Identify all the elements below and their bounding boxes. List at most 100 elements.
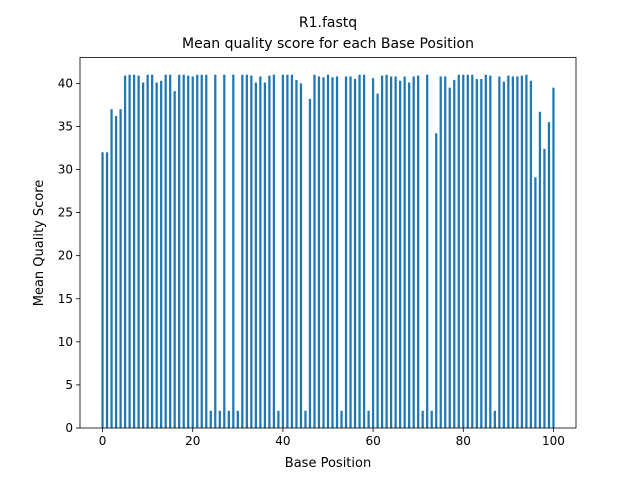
bar <box>543 148 546 428</box>
bar <box>507 75 510 429</box>
bar <box>421 410 424 428</box>
x-tick-label: 80 <box>456 434 471 448</box>
bar <box>399 80 402 429</box>
bar <box>187 75 190 429</box>
bar <box>471 74 474 429</box>
bar <box>435 133 438 429</box>
bar <box>169 74 172 429</box>
bar <box>164 74 167 429</box>
bar <box>453 79 456 428</box>
bar <box>353 79 357 428</box>
bar <box>547 122 551 428</box>
bar <box>299 83 303 428</box>
bar <box>232 74 235 429</box>
bar <box>390 76 393 428</box>
bar <box>259 76 262 428</box>
bar <box>191 76 194 428</box>
bar <box>457 74 460 429</box>
bar <box>331 77 334 428</box>
bar <box>286 74 289 429</box>
bar <box>241 74 244 429</box>
bar <box>236 410 239 428</box>
bar <box>426 74 429 429</box>
bar <box>335 76 339 428</box>
bar <box>480 79 483 428</box>
bar <box>160 80 163 429</box>
x-tick-label: 20 <box>185 434 200 448</box>
bar <box>529 80 533 429</box>
bar <box>326 74 330 429</box>
bar <box>209 410 212 428</box>
bar <box>151 74 154 429</box>
bar <box>371 78 375 428</box>
y-tick-label: 35 <box>58 119 73 133</box>
bar <box>412 76 415 428</box>
bar <box>196 74 199 429</box>
y-tick-label: 40 <box>58 76 73 90</box>
bar <box>349 76 352 428</box>
y-axis-label: Mean Quality Score <box>32 180 47 307</box>
bar <box>322 77 325 428</box>
x-tick-label: 60 <box>365 434 380 448</box>
bar <box>205 74 208 429</box>
bar <box>110 109 113 428</box>
bar <box>132 74 136 429</box>
bar <box>223 74 226 429</box>
bar <box>498 76 501 428</box>
y-tick-label: 10 <box>58 335 73 349</box>
bar <box>119 109 122 428</box>
bar <box>137 75 140 429</box>
bar <box>173 91 176 428</box>
bar <box>408 82 411 428</box>
bar <box>340 410 343 428</box>
bar <box>272 74 276 429</box>
bar <box>466 74 469 429</box>
bar <box>417 75 420 429</box>
bar <box>182 74 185 429</box>
bar <box>344 76 348 428</box>
bar <box>128 74 131 429</box>
chart-subtitle: Mean quality score for each Base Positio… <box>182 36 474 52</box>
bar <box>475 79 478 428</box>
bar <box>200 74 203 429</box>
bar <box>525 74 528 429</box>
plot-frame <box>79 57 577 429</box>
bar <box>281 74 285 429</box>
bars <box>101 74 555 429</box>
bar <box>290 74 294 429</box>
bar <box>444 76 447 428</box>
bar <box>394 76 397 428</box>
bar <box>218 410 221 428</box>
bar <box>114 116 118 428</box>
bar <box>376 93 379 429</box>
bar <box>313 74 316 429</box>
bar <box>493 410 496 428</box>
bar <box>489 75 492 429</box>
bar <box>448 87 451 428</box>
bar <box>263 82 266 428</box>
y-tick-label: 15 <box>58 292 73 306</box>
bar <box>178 74 181 429</box>
bar <box>214 74 217 429</box>
y-tick-label: 30 <box>58 163 73 177</box>
bar <box>552 87 555 428</box>
bar <box>380 75 384 429</box>
bar <box>268 75 271 429</box>
bar <box>123 75 127 429</box>
bar <box>245 74 248 429</box>
bar <box>516 76 519 428</box>
bar <box>101 152 104 429</box>
bar <box>277 410 280 428</box>
x-tick-label: 40 <box>275 434 290 448</box>
bar <box>317 76 321 428</box>
bar <box>520 75 524 429</box>
bar <box>430 410 433 428</box>
bar <box>538 111 542 428</box>
bar <box>304 410 307 428</box>
bar <box>439 76 442 428</box>
bar <box>534 177 537 428</box>
bar <box>254 82 257 428</box>
bar <box>155 82 158 428</box>
chart-title: R1.fastq <box>299 15 357 31</box>
y-axis-ticks: 0 5 10 15 20 25 30 35 40 <box>58 76 80 435</box>
